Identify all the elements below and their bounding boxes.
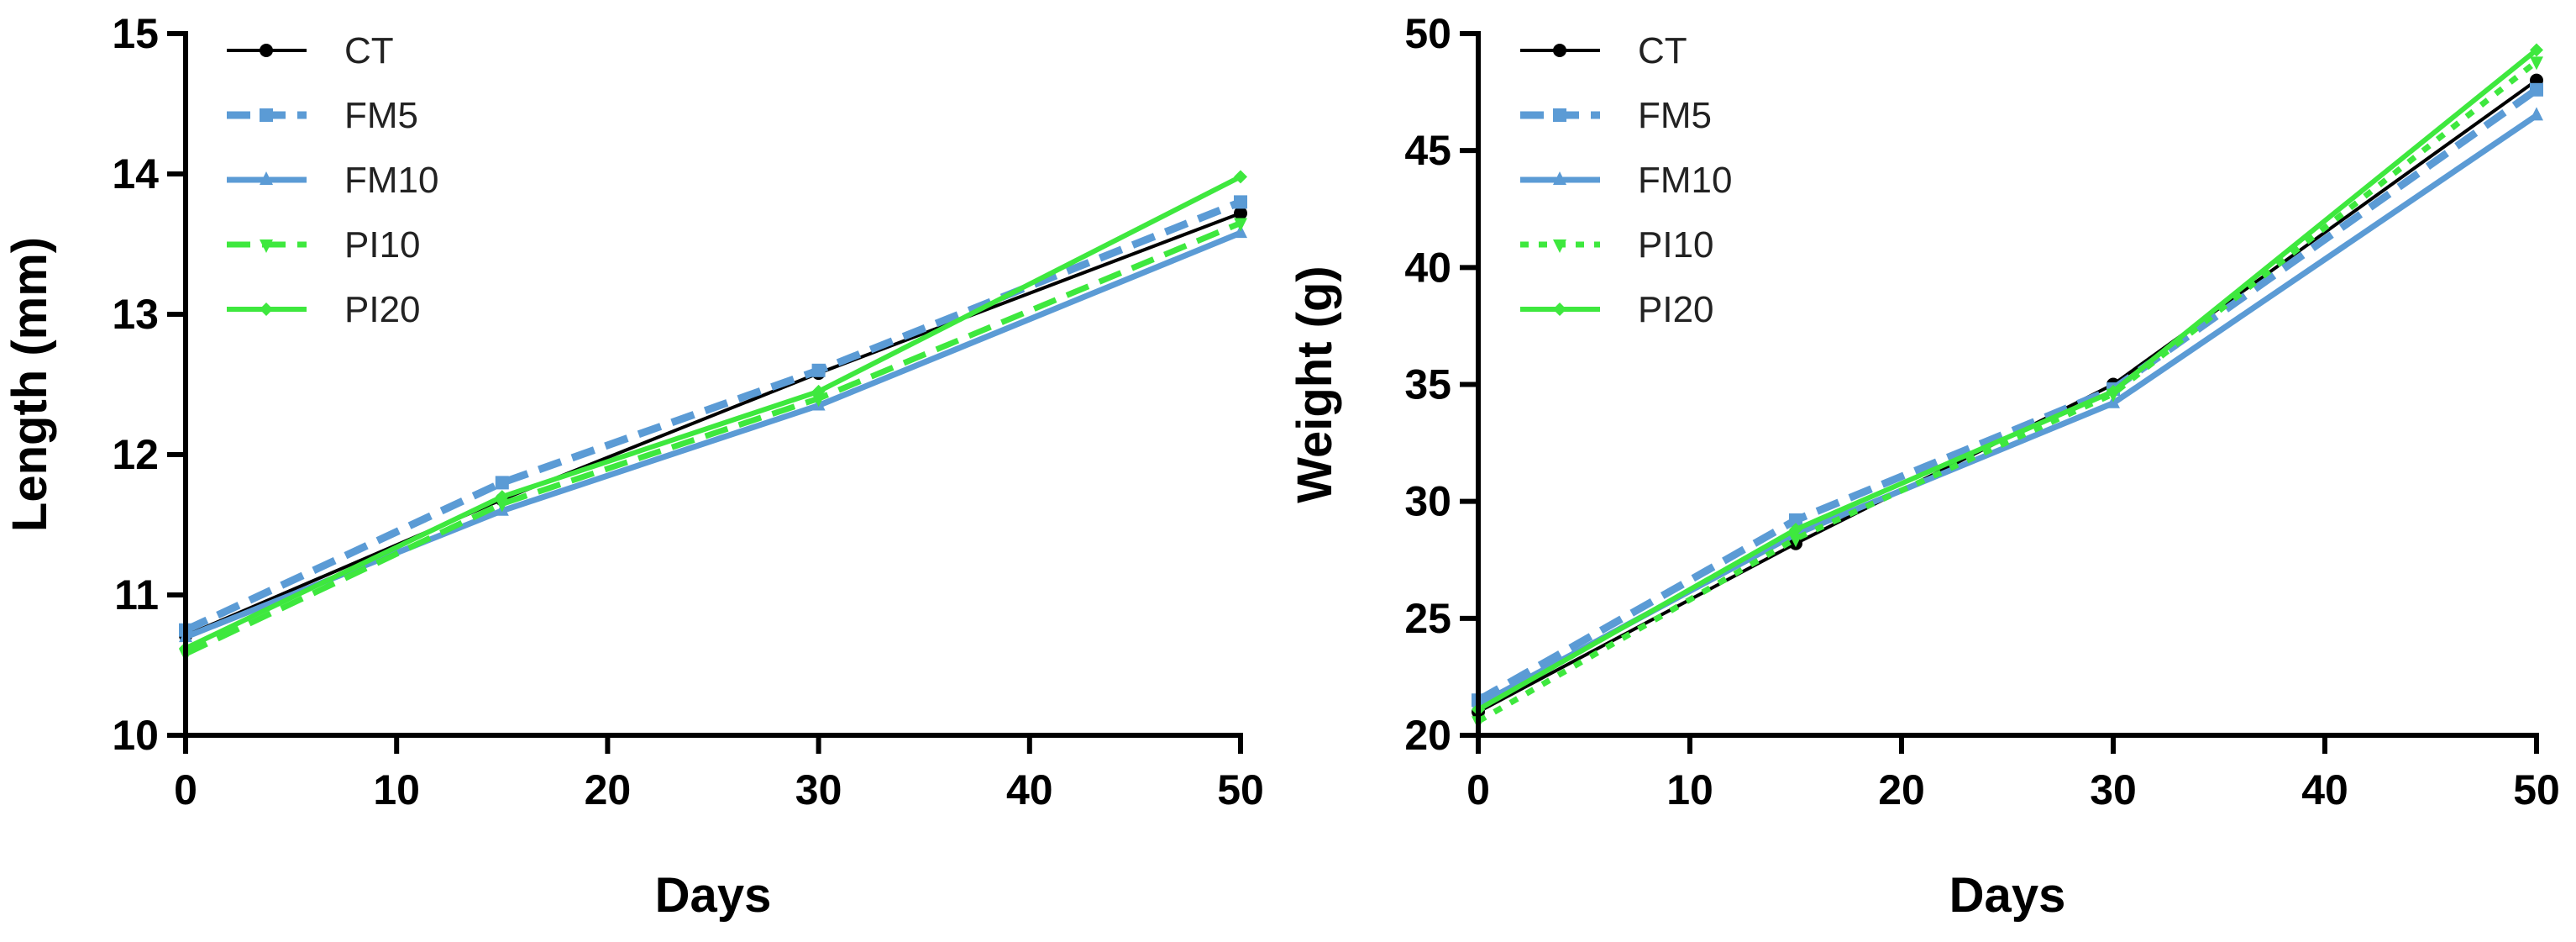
weight-legend-marker-pi10 [1553,239,1566,253]
length-series-ct-point-3 [1234,206,1247,220]
weight-series-pi20-line [1477,48,2538,712]
weight-legend-marker-fm10 [1553,171,1566,185]
length-series-pi20-point-3 [1234,170,1247,184]
length-x-tick-label-50: 50 [1217,766,1264,813]
weight-series-pi10-point-3 [2530,56,2543,71]
length-legend-marker-fm5 [260,108,273,122]
weight-legend-label-fm5: FM5 [1638,95,1712,136]
length-y-tick-label-12: 12 [112,431,159,478]
weight-x-tick-label-30: 30 [2090,766,2137,813]
length-y-tick-label-14: 14 [112,150,159,197]
length-series-fm5-line [184,198,1242,634]
weight-legend-label-pi20: PI20 [1638,289,1714,330]
weight-x-tick-label-40: 40 [2301,766,2348,813]
weight-series-fm5-line [1476,87,2539,704]
length-legend-marker-fm10 [260,171,273,185]
length-x-tick-label-0: 0 [174,766,197,813]
length-chart-panel: 10 11 12 13 14 15 0 10 20 30 40 50 Days Length (mm) CT… [3,10,1264,923]
weight-x-tick-label-10: 10 [1666,766,1713,813]
length-legend-marker-ct [260,44,273,57]
weight-y-tick-label-25: 25 [1404,595,1451,642]
length-x-tick-label-20: 20 [585,766,632,813]
length-y-tick-label-10: 10 [112,712,159,759]
weight-legend: CT FM5 FM10 PI10 PI20 [1520,30,1732,330]
length-series-ct-line [185,211,1241,638]
length-x-tick-label-10: 10 [373,766,420,813]
length-legend-marker-pi20 [260,303,273,316]
weight-series-fm5-point-3 [2530,82,2543,97]
weight-legend-label-pi10: PI10 [1638,224,1714,266]
weight-x-axis-title: Days [1949,868,2066,923]
length-legend: CT FM5 FM10 PI10 PI20 [227,30,438,330]
length-legend-label-pi10: PI10 [344,224,421,266]
length-y-tick-label-15: 15 [112,10,159,57]
length-series-fm5-point-3 [1234,195,1247,209]
length-series-pi10-point-2 [811,393,826,408]
length-x-axis-title: Days [655,868,772,923]
length-x-tick-label-30: 30 [795,766,842,813]
weight-chart-panel: 20 25 30 35 40 45 50 0 10 20 30 40 50 Days Weight (g) C… [1288,10,2560,923]
length-series-pi20-point-1 [495,490,509,504]
length-legend-label-ct: CT [344,30,394,71]
length-legend-label-fm10: FM10 [344,160,438,201]
length-series-pi10-point-3 [1234,218,1247,232]
length-y-tick-label-11: 11 [114,571,159,618]
weight-y-tick-label-35: 35 [1404,361,1451,408]
length-series-fm5-point-2 [811,363,826,377]
length-legend-label-fm5: FM5 [344,95,418,136]
weight-series-pi10-line [1477,59,2539,724]
weight-y-axis-title: Weight (g) [1288,266,1342,503]
weight-legend-marker-fm5 [1553,108,1566,122]
length-legend-marker-pi10 [260,239,273,253]
length-series-fm5-point-1 [495,476,509,490]
weight-x-tick-label-50: 50 [2513,766,2560,813]
length-series-pi20-point-2 [811,384,826,398]
length-legend-label-pi20: PI20 [344,289,421,330]
weight-legend-label-fm10: FM10 [1638,160,1732,201]
length-x-tick-label-40: 40 [1006,766,1053,813]
weight-legend-marker-ct [1553,44,1566,57]
weight-y-tick-label-50: 50 [1404,10,1451,57]
length-series-pi20-line [184,174,1242,651]
length-series-pi10-line [184,220,1242,657]
length-series-pi10-point-1 [495,498,509,513]
weight-series-pi20-point-3 [2530,43,2543,57]
length-y-axis-title: Length (mm) [3,237,57,532]
length-y-tick-label-13: 13 [112,291,159,338]
weight-series-pi20-point-2 [2106,384,2120,398]
weight-x-tick-label-0: 0 [1466,766,1490,813]
weight-series-pi20-point-1 [1789,523,1802,537]
weight-x-tick-label-20: 20 [1878,766,1925,813]
weight-legend-marker-pi20 [1553,303,1566,316]
weight-legend-label-ct: CT [1638,30,1687,71]
weight-series-pi10-point-1 [1789,534,1802,548]
weight-y-tick-label-45: 45 [1404,127,1451,174]
weight-y-tick-label-30: 30 [1404,478,1451,525]
weight-series-fm5-point-1 [1789,513,1802,527]
weight-series-fm10-point-3 [2530,107,2543,121]
weight-y-tick-label-20: 20 [1404,712,1451,759]
weight-y-tick-label-40: 40 [1404,244,1451,291]
